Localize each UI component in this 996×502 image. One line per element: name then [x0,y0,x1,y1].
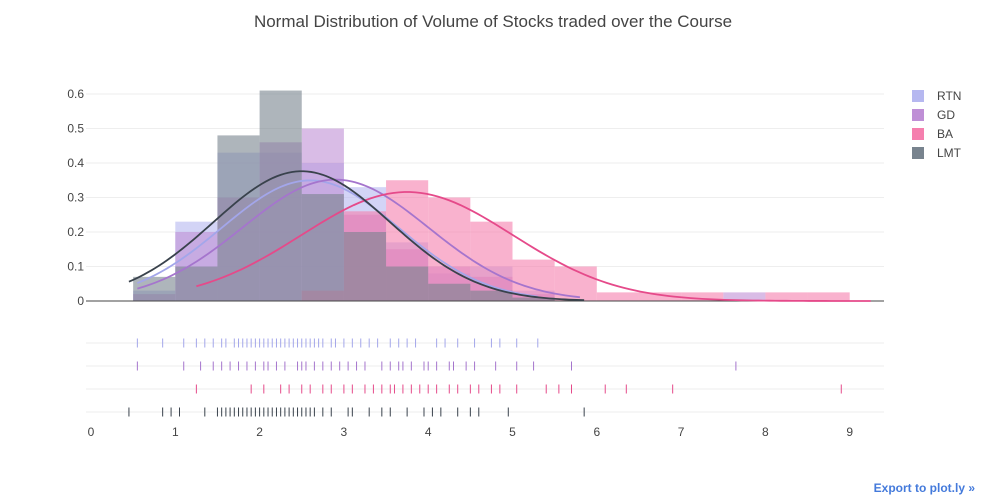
histogram-lmt [133,90,555,301]
export-to-plotly-link[interactable]: Export to plot.ly » [873,481,975,495]
x-tick-label: 3 [341,425,348,439]
chart-title: Normal Distribution of Volume of Stocks … [253,12,733,31]
legend-item-rtn[interactable]: RTN [912,86,961,105]
x-tick-label: 1 [172,425,179,439]
histogram-bar [175,266,218,301]
y-tick-label: 0.6 [67,87,84,101]
legend-item-lmt[interactable]: LMT [912,143,961,162]
histogram-bar [512,297,555,301]
histogram-bar [765,292,808,301]
histogram-bar [343,232,387,301]
histogram-bar [470,221,513,301]
legend-swatch [912,89,924,102]
legend-swatch [912,127,924,140]
legend-item-ba[interactable]: BA [912,124,961,143]
density-curve-gd [137,178,581,299]
histogram-bar [259,90,302,301]
density-curve-lmt [128,170,585,302]
legend-label: BA [937,126,954,141]
y-tick-label: 0.2 [67,225,84,239]
histogram-bar [554,266,597,301]
x-tick-label: 5 [509,425,516,439]
histogram-bar [428,283,471,301]
legend-label: GD [937,107,955,122]
legend: RTN GD BA LMT [912,86,961,162]
rug-plot [86,338,884,417]
histogram-bar [133,276,176,301]
histogram-bar [217,135,260,301]
x-tick-label: 7 [678,425,685,439]
legend-item-gd[interactable]: GD [912,105,961,124]
histogram-bar [723,292,766,301]
x-axis: 0 1 2 3 4 5 6 7 8 9 [88,425,854,439]
histogram-bar [596,292,639,301]
y-tick-label: 0.3 [67,191,84,205]
x-tick-label: 8 [762,425,769,439]
x-tick-label: 6 [593,425,600,439]
histogram-bar [301,194,344,301]
histogram-bar [807,292,850,301]
density-curve-rtn [137,179,538,298]
y-tick-label: 0.5 [67,122,84,136]
legend-label: RTN [937,88,962,103]
y-tick-label: 0 [77,294,84,308]
histogram-bar [470,290,513,301]
histogram-bar [681,292,724,301]
x-tick-label: 2 [256,425,263,439]
density-curve-ba [196,191,871,302]
legend-swatch [912,108,924,121]
legend-swatch [912,146,924,159]
legend-label: LMT [937,145,961,160]
histogram-bar [638,292,682,301]
y-tick-label: 0.1 [67,260,84,274]
x-tick-label: 9 [846,425,853,439]
y-tick-label: 0.4 [67,156,84,170]
x-tick-label: 0 [88,425,95,439]
histogram-bar [386,266,429,301]
x-tick-label: 4 [425,425,432,439]
